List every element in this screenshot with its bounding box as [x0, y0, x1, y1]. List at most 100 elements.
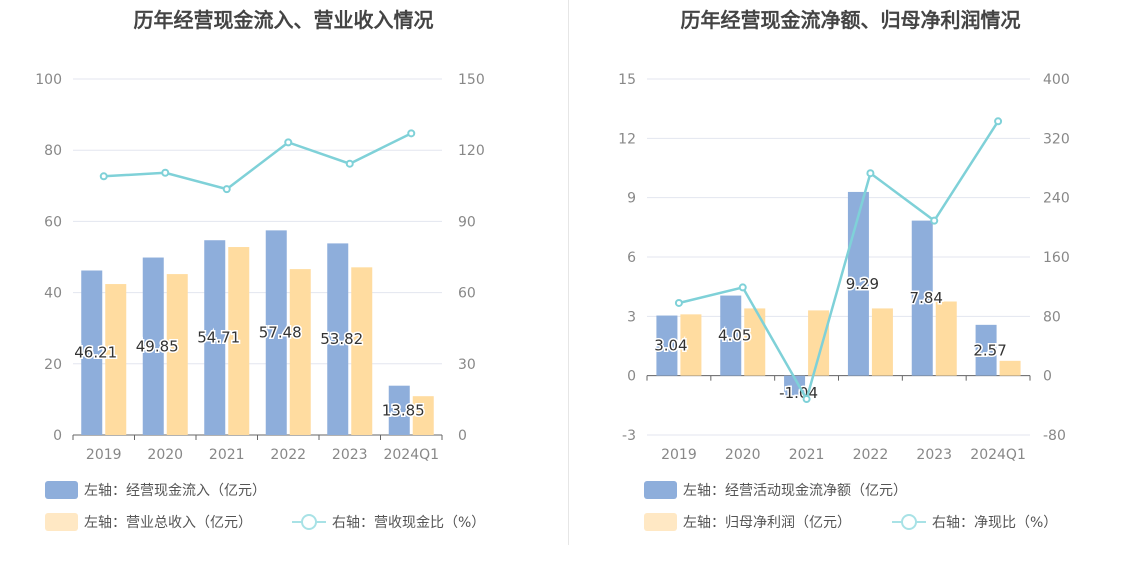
- line-point: [222, 185, 231, 194]
- bar-primary: [265, 230, 287, 435]
- legend-swatch: [644, 481, 677, 499]
- y-left-tick-label: 15: [618, 72, 636, 88]
- x-tick-label: 2020: [147, 447, 183, 463]
- legend-item-series-1[interactable]: 左轴：经营活动现金流净额（亿元）: [644, 480, 907, 500]
- chart-plot-net-cash-flow: -3 0 3 6 9 12 15 -80 0 80 160 240 320 400 2019 2020 2021…: [618, 72, 1070, 463]
- legend-label: 左轴：经营活动现金流净额（亿元）: [683, 483, 907, 499]
- y-right-tick-label: 400: [1043, 72, 1070, 88]
- bar-secondary: [935, 301, 957, 376]
- bar-primary: [720, 295, 742, 376]
- chart-panel-cash-inflow: 历年经营现金流入、营业收入情况 0 20 40 60 80 100 0 30 60 90 120 15…: [35, 8, 485, 532]
- legend-line-marker: [892, 513, 926, 531]
- bar-primary: [204, 240, 226, 435]
- data-label: 49.85: [136, 337, 179, 355]
- bar-secondary: [351, 267, 373, 435]
- bar-secondary: [744, 308, 766, 376]
- y-right-tick-label: 120: [458, 143, 485, 159]
- line-point: [99, 172, 108, 181]
- line-point: [930, 216, 939, 225]
- chart-title: 历年经营现金流入、营业收入情况: [133, 8, 434, 32]
- legend-item-series-3[interactable]: 右轴：净现比（%）: [892, 512, 1057, 532]
- y-right-tick-label: -80: [1043, 428, 1066, 444]
- y-right-tick-label: 80: [1043, 309, 1061, 325]
- x-tick-label: 2020: [725, 447, 761, 463]
- bar-primary: [784, 375, 806, 397]
- line-series: [103, 132, 412, 191]
- bar-secondary: [228, 247, 250, 435]
- data-label: 4.05: [718, 327, 751, 345]
- bar-secondary: [999, 360, 1021, 376]
- x-tick-label: 2022: [853, 447, 889, 463]
- y-left-tick-label: 40: [44, 286, 62, 302]
- legend-label: 右轴：净现比（%）: [932, 515, 1058, 531]
- bar-primary: [81, 270, 103, 435]
- y-right-tick-label: 320: [1043, 131, 1070, 147]
- line-point: [994, 117, 1003, 126]
- x-tick-label: 2021: [789, 447, 825, 463]
- chart-title: 历年经营现金流净额、归母净利润情况: [680, 8, 1021, 32]
- y-left-tick-label: -3: [622, 428, 636, 444]
- panel-divider: [568, 0, 569, 545]
- legend-item-series-3[interactable]: 右轴：营收现金比（%）: [292, 512, 485, 532]
- y-left-tick-label: 6: [627, 250, 636, 266]
- y-left-tick-label: 0: [627, 369, 636, 385]
- chart-panel-net-cash-flow: 历年经营现金流净额、归母净利润情况 -3 0 3 6 9 12 15 -80 0 80 160 240…: [567, 0, 1134, 582]
- x-tick-label: 2022: [270, 447, 306, 463]
- legend-label: 左轴：归母净利润（亿元）: [683, 515, 851, 531]
- legend-swatch: [45, 481, 78, 499]
- x-tick-label: 2024Q1: [970, 447, 1026, 463]
- legend-item-series-2[interactable]: 左轴：营业总收入（亿元）: [45, 512, 252, 532]
- y-left-tick-label: 9: [627, 191, 636, 207]
- legend-label: 右轴：营收现金比（%）: [332, 515, 486, 531]
- data-label: 13.85: [382, 401, 425, 419]
- y-right-tick-label: 60: [458, 286, 476, 302]
- data-label: 46.21: [74, 344, 117, 362]
- y-right-tick-label: 0: [458, 428, 467, 444]
- y-right-tick-label: 240: [1043, 191, 1070, 207]
- line-point: [802, 395, 811, 404]
- line-point: [738, 283, 747, 292]
- x-tick-label: 2019: [86, 447, 122, 463]
- legend-swatch: [45, 513, 78, 531]
- legend-swatch: [644, 513, 677, 531]
- y-right-tick-label: 30: [458, 357, 476, 373]
- y-right-tick-label: 0: [1043, 369, 1052, 385]
- x-tick-label: 2023: [332, 447, 368, 463]
- data-label: 3.04: [654, 337, 687, 355]
- y-left-tick-label: 100: [35, 72, 62, 88]
- line-point: [674, 298, 683, 307]
- bar-primary: [975, 324, 997, 376]
- line-point: [161, 168, 170, 177]
- data-label: 54.71: [197, 329, 240, 347]
- y-left-tick-label: 3: [627, 309, 636, 325]
- legend-item-series-1[interactable]: 左轴：经营现金流入（亿元）: [45, 480, 266, 500]
- x-tick-label: 2024Q1: [383, 447, 439, 463]
- x-tick-label: 2021: [209, 447, 245, 463]
- data-label: 53.82: [320, 330, 363, 348]
- bar-secondary: [808, 310, 830, 376]
- bar-primary: [142, 257, 164, 435]
- data-label: 7.84: [910, 289, 943, 307]
- line-series: [678, 120, 1000, 403]
- legend-line-marker: [292, 513, 326, 531]
- bar-primary: [327, 243, 349, 435]
- line-point: [345, 159, 354, 168]
- data-label: 9.29: [846, 275, 879, 293]
- legend-label: 左轴：营业总收入（亿元）: [84, 515, 252, 531]
- bar-secondary: [871, 308, 893, 376]
- y-left-tick-label: 20: [44, 357, 62, 373]
- y-right-tick-label: 150: [458, 72, 485, 88]
- y-left-tick-label: 80: [44, 143, 62, 159]
- bar-secondary: [105, 284, 127, 435]
- data-label: 2.57: [973, 341, 1006, 359]
- bar-secondary: [289, 269, 311, 435]
- bar-secondary: [412, 396, 434, 435]
- legend-label: 左轴：经营现金流入（亿元）: [84, 483, 266, 499]
- y-left-tick-label: 12: [618, 131, 636, 147]
- y-right-tick-label: 160: [1043, 250, 1070, 266]
- line-point: [407, 129, 416, 138]
- legend-item-series-2[interactable]: 左轴：归母净利润（亿元）: [644, 512, 851, 532]
- x-tick-label: 2019: [661, 447, 697, 463]
- y-right-tick-label: 90: [458, 214, 476, 230]
- data-label: 57.48: [259, 324, 302, 342]
